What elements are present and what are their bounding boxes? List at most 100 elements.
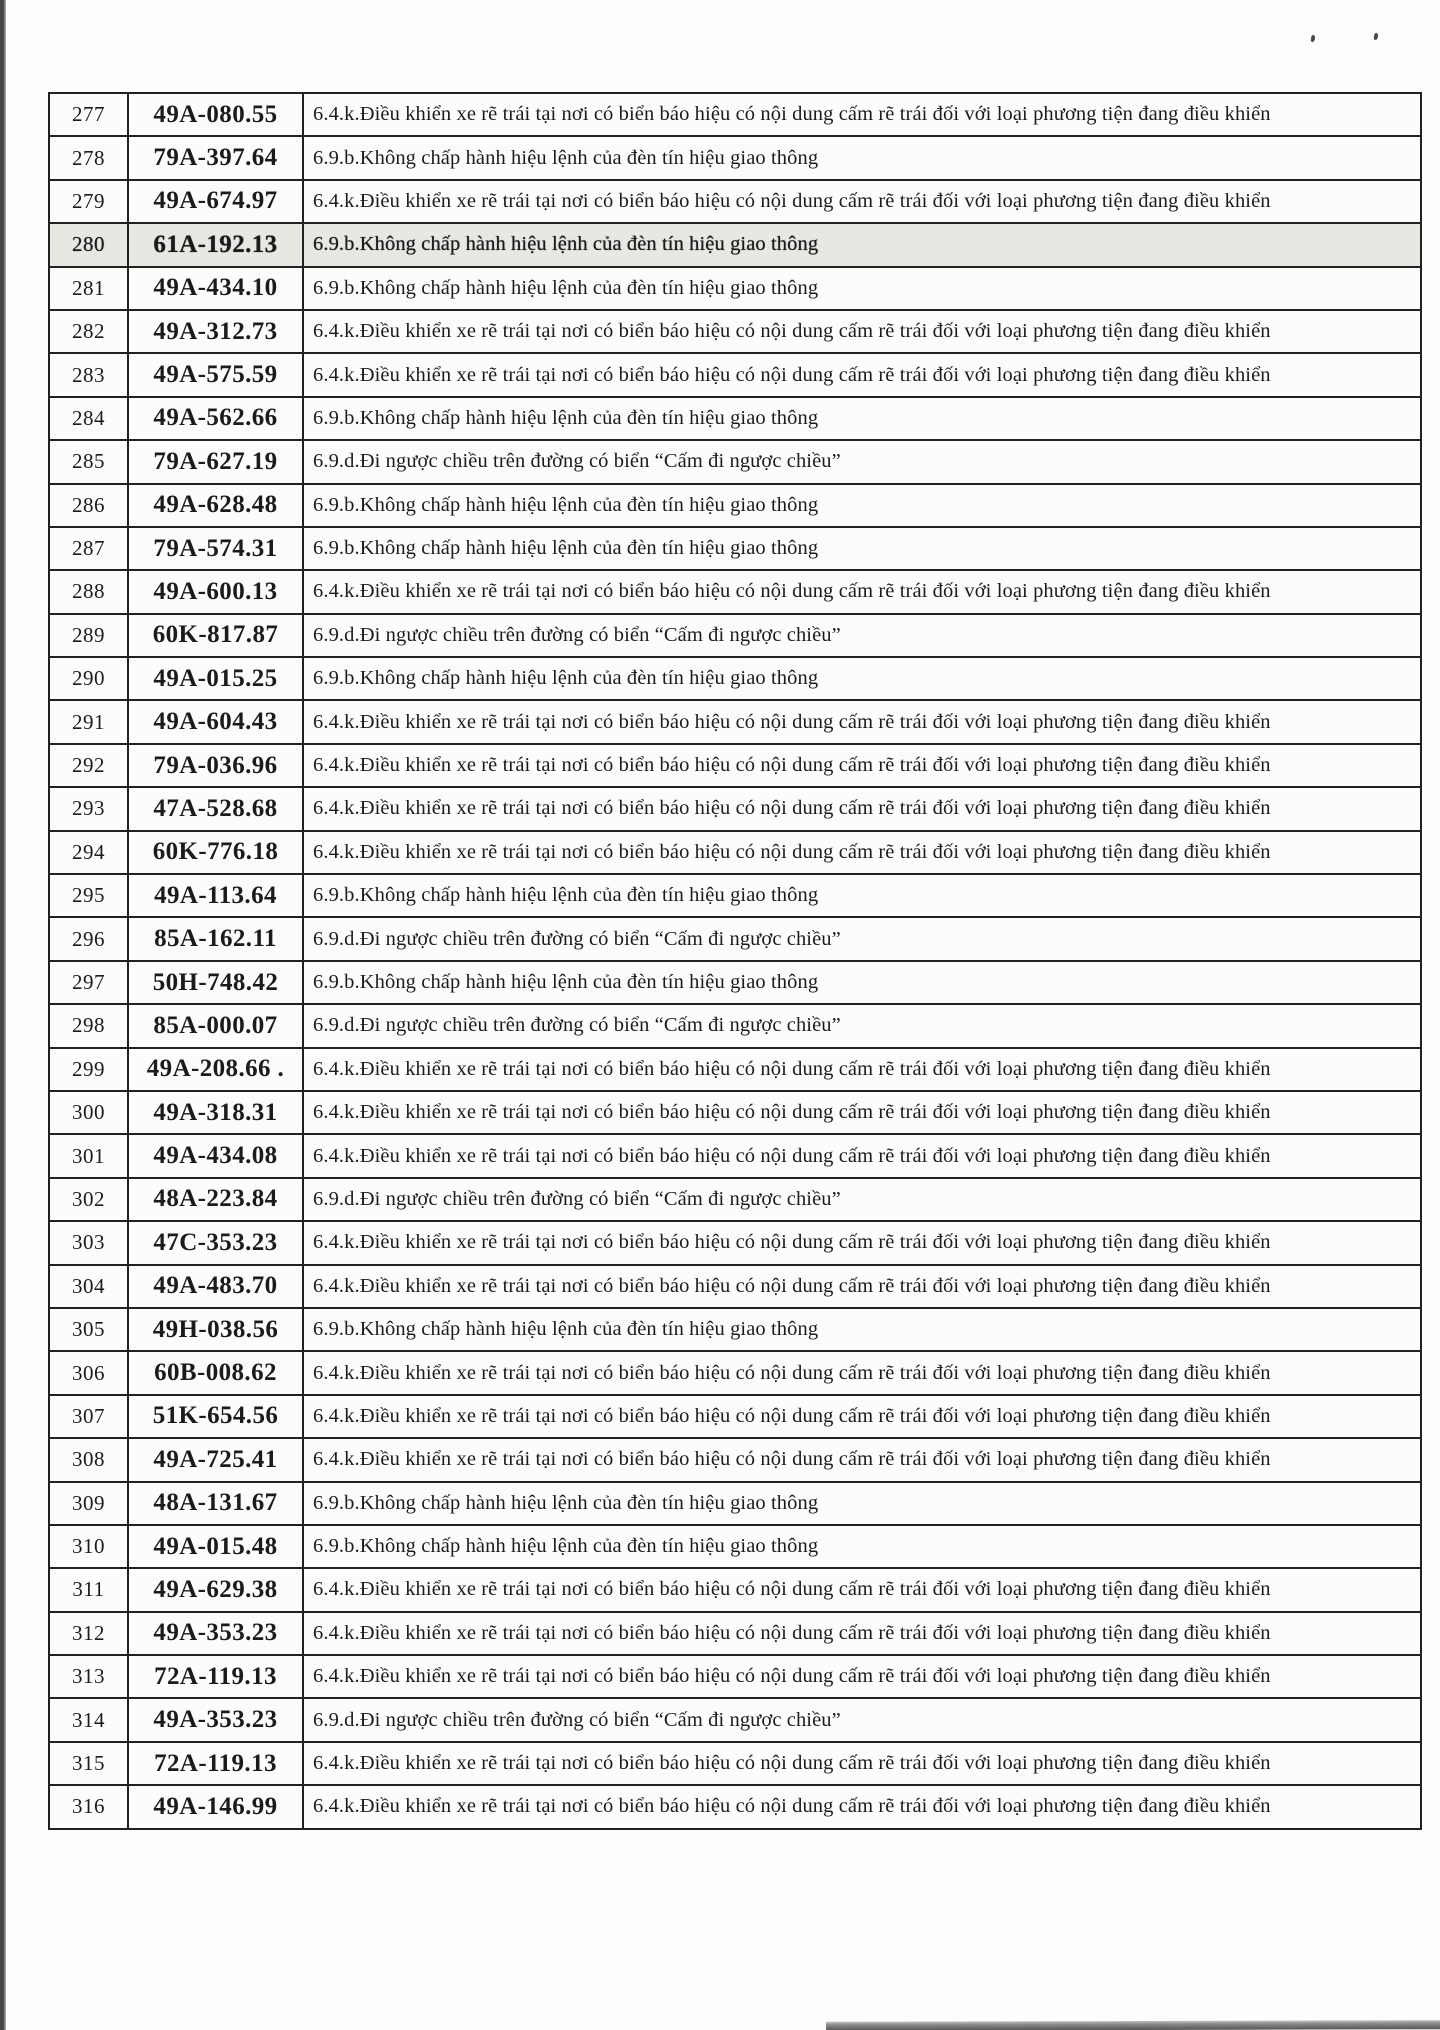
license-plate-cell: 49A-353.23 xyxy=(127,1697,304,1743)
license-plate-cell: 49A-562.66 xyxy=(127,395,304,442)
scan-edge-artifact xyxy=(0,0,6,2030)
license-plate-cell: 49A-208.66 . xyxy=(127,1046,304,1092)
violation-description-cell: 6.4.k.Điều khiển xe rẽ trái tại nơi có b… xyxy=(302,829,1422,876)
violation-description-cell: 6.4.k.Điều khiển xe rẽ trái tại nơi có b… xyxy=(302,786,1422,832)
license-plate-cell: 85A-162.11 xyxy=(127,916,304,962)
violation-description-cell: 6.9.d.Đi ngược chiều trên đường có biển … xyxy=(302,1697,1422,1743)
table-row: 305 49H-038.56 6.9.b.Không chấp hành hiệ… xyxy=(48,1306,1422,1353)
license-plate-cell: 49A-318.31 xyxy=(127,1089,304,1136)
table-row: 279 49A-674.97 6.4.k.Điều khiển xe rẽ tr… xyxy=(48,178,1422,225)
table-row: 291 49A-604.43 6.4.k.Điều khiển xe rẽ tr… xyxy=(48,699,1422,745)
row-number-cell: 299 xyxy=(48,1046,129,1092)
table-row: 310 49A-015.48 6.9.b.Không chấp hành hiệ… xyxy=(48,1523,1422,1570)
row-number-cell: 277 xyxy=(48,91,129,138)
table-row: 280 61A-192.13 6.9.b.Không chấp hành hiệ… xyxy=(48,222,1422,268)
license-plate-cell: 49A-312.73 xyxy=(127,308,304,355)
violation-description-cell: 6.9.d.Đi ngược chiều trên đường có biển … xyxy=(302,612,1422,659)
row-number-cell: 285 xyxy=(48,439,129,485)
row-number-cell: 278 xyxy=(48,135,129,181)
violations-table-body: 277 49A-080.55 6.4.k.Điều khiển xe rẽ tr… xyxy=(48,91,1422,1830)
row-number-cell: 295 xyxy=(48,873,129,919)
table-row: 301 49A-434.08 6.4.k.Điều khiển xe rẽ tr… xyxy=(48,1133,1422,1179)
license-plate-cell: 49A-015.25 xyxy=(127,656,304,702)
table-row: 300 49A-318.31 6.4.k.Điều khiển xe rẽ tr… xyxy=(48,1089,1422,1136)
violation-description-cell: 6.4.k.Điều khiển xe rẽ trái tại nơi có b… xyxy=(302,1220,1422,1266)
table-row: 287 79A-574.31 6.9.b.Không chấp hành hiệ… xyxy=(48,525,1422,572)
license-plate-cell: 72A-119.13 xyxy=(127,1654,304,1700)
table-row: 311 49A-629.38 6.4.k.Điều khiển xe rẽ tr… xyxy=(48,1567,1422,1613)
license-plate-cell: 49A-629.38 xyxy=(127,1567,304,1613)
table-row: 288 49A-600.13 6.4.k.Điều khiển xe rẽ tr… xyxy=(48,569,1422,615)
license-plate-cell: 49A-483.70 xyxy=(127,1263,304,1309)
table-row: 307 51K-654.56 6.4.k.Điều khiển xe rẽ tr… xyxy=(48,1393,1422,1440)
table-row: 309 48A-131.67 6.9.b.Không chấp hành hiệ… xyxy=(48,1480,1422,1526)
row-number-cell: 286 xyxy=(48,482,129,528)
violation-description-cell: 6.9.b.Không chấp hành hiệu lệnh của đèn … xyxy=(302,1306,1422,1353)
row-number-cell: 297 xyxy=(48,959,129,1006)
violation-description-cell: 6.4.k.Điều khiển xe rẽ trái tại nơi có b… xyxy=(302,91,1422,138)
violation-description-cell: 6.9.b.Không chấp hành hiệu lệnh của đèn … xyxy=(302,1523,1422,1570)
scan-speck xyxy=(1373,32,1379,41)
row-number-cell: 288 xyxy=(48,569,129,615)
license-plate-cell: 47A-528.68 xyxy=(127,786,304,832)
row-number-cell: 284 xyxy=(48,395,129,442)
license-plate-cell: 48A-223.84 xyxy=(127,1176,304,1223)
row-number-cell: 301 xyxy=(48,1133,129,1179)
table-row: 282 49A-312.73 6.4.k.Điều khiển xe rẽ tr… xyxy=(48,308,1422,355)
table-row: 286 49A-628.48 6.9.b.Không chấp hành hiệ… xyxy=(48,482,1422,528)
row-number-cell: 316 xyxy=(48,1784,129,1830)
license-plate-cell: 49A-434.10 xyxy=(127,265,304,311)
row-number-cell: 298 xyxy=(48,1003,129,1049)
license-plate-cell: 49A-015.48 xyxy=(127,1523,304,1570)
row-number-cell: 289 xyxy=(48,612,129,659)
license-plate-cell: 49A-725.41 xyxy=(127,1437,304,1483)
row-number-cell: 282 xyxy=(48,308,129,355)
license-plate-cell: 49A-146.99 xyxy=(127,1784,304,1830)
license-plate-cell: 79A-627.19 xyxy=(127,439,304,485)
license-plate-cell: 49A-080.55 xyxy=(127,91,304,138)
violation-description-cell: 6.4.k.Điều khiển xe rẽ trái tại nơi có b… xyxy=(302,569,1422,615)
table-row: 297 50H-748.42 6.9.b.Không chấp hành hiệ… xyxy=(48,959,1422,1006)
scan-artifact-bottom-bar xyxy=(825,2020,1440,2030)
table-row: 290 49A-015.25 6.9.b.Không chấp hành hiệ… xyxy=(48,656,1422,702)
violation-description-cell: 6.4.k.Điều khiển xe rẽ trái tại nơi có b… xyxy=(302,1133,1422,1179)
row-number-cell: 305 xyxy=(48,1306,129,1353)
table-row: 285 79A-627.19 6.9.d.Đi ngược chiều trên… xyxy=(48,439,1422,485)
violation-description-cell: 6.9.b.Không chấp hành hiệu lệnh của đèn … xyxy=(302,959,1422,1006)
violation-description-cell: 6.4.k.Điều khiển xe rẽ trái tại nơi có b… xyxy=(302,1654,1422,1700)
violation-description-cell: 6.9.b.Không chấp hành hiệu lệnh của đèn … xyxy=(302,1480,1422,1526)
table-row: 306 60B-008.62 6.4.k.Điều khiển xe rẽ tr… xyxy=(48,1350,1422,1396)
table-row: 298 85A-000.07 6.9.d.Đi ngược chiều trên… xyxy=(48,1003,1422,1049)
violation-description-cell: 6.4.k.Điều khiển xe rẽ trái tại nơi có b… xyxy=(302,1393,1422,1440)
violation-description-cell: 6.4.k.Điều khiển xe rẽ trái tại nơi có b… xyxy=(302,699,1422,745)
table-row: 296 85A-162.11 6.9.d.Đi ngược chiều trên… xyxy=(48,916,1422,962)
license-plate-cell: 49A-604.43 xyxy=(127,699,304,745)
license-plate-cell: 49A-674.97 xyxy=(127,178,304,225)
license-plate-cell: 72A-119.13 xyxy=(127,1740,304,1787)
violations-table: 277 49A-080.55 6.4.k.Điều khiển xe rẽ tr… xyxy=(48,91,1422,1830)
violation-description-cell: 6.9.b.Không chấp hành hiệu lệnh của đèn … xyxy=(302,482,1422,528)
row-number-cell: 304 xyxy=(48,1263,129,1309)
violation-description-cell: 6.4.k.Điều khiển xe rẽ trái tại nơi có b… xyxy=(302,1089,1422,1136)
license-plate-cell: 49A-575.59 xyxy=(127,352,304,398)
violation-description-cell: 6.4.k.Điều khiển xe rẽ trái tại nơi có b… xyxy=(302,742,1422,789)
license-plate-cell: 49A-434.08 xyxy=(127,1133,304,1179)
row-number-cell: 313 xyxy=(48,1654,129,1700)
license-plate-cell: 48A-131.67 xyxy=(127,1480,304,1526)
violation-description-cell: 6.9.b.Không chấp hành hiệu lệnh của đèn … xyxy=(302,265,1422,311)
violation-description-cell: 6.4.k.Điều khiển xe rẽ trái tại nơi có b… xyxy=(302,1437,1422,1483)
row-number-cell: 287 xyxy=(48,525,129,572)
row-number-cell: 291 xyxy=(48,699,129,745)
violation-description-cell: 6.9.b.Không chấp hành hiệu lệnh của đèn … xyxy=(302,656,1422,702)
table-row: 313 72A-119.13 6.4.k.Điều khiển xe rẽ tr… xyxy=(48,1654,1422,1700)
violation-description-cell: 6.9.b.Không chấp hành hiệu lệnh của đèn … xyxy=(302,135,1422,181)
license-plate-cell: 49A-600.13 xyxy=(127,569,304,615)
license-plate-cell: 49A-353.23 xyxy=(127,1610,304,1657)
violation-description-cell: 6.4.k.Điều khiển xe rẽ trái tại nơi có b… xyxy=(302,308,1422,355)
violation-description-cell: 6.4.k.Điều khiển xe rẽ trái tại nơi có b… xyxy=(302,352,1422,398)
violation-description-cell: 6.9.d.Đi ngược chiều trên đường có biển … xyxy=(302,439,1422,485)
license-plate-cell: 79A-574.31 xyxy=(127,525,304,572)
table-row: 304 49A-483.70 6.4.k.Điều khiển xe rẽ tr… xyxy=(48,1263,1422,1309)
table-row: 292 79A-036.96 6.4.k.Điều khiển xe rẽ tr… xyxy=(48,742,1422,789)
